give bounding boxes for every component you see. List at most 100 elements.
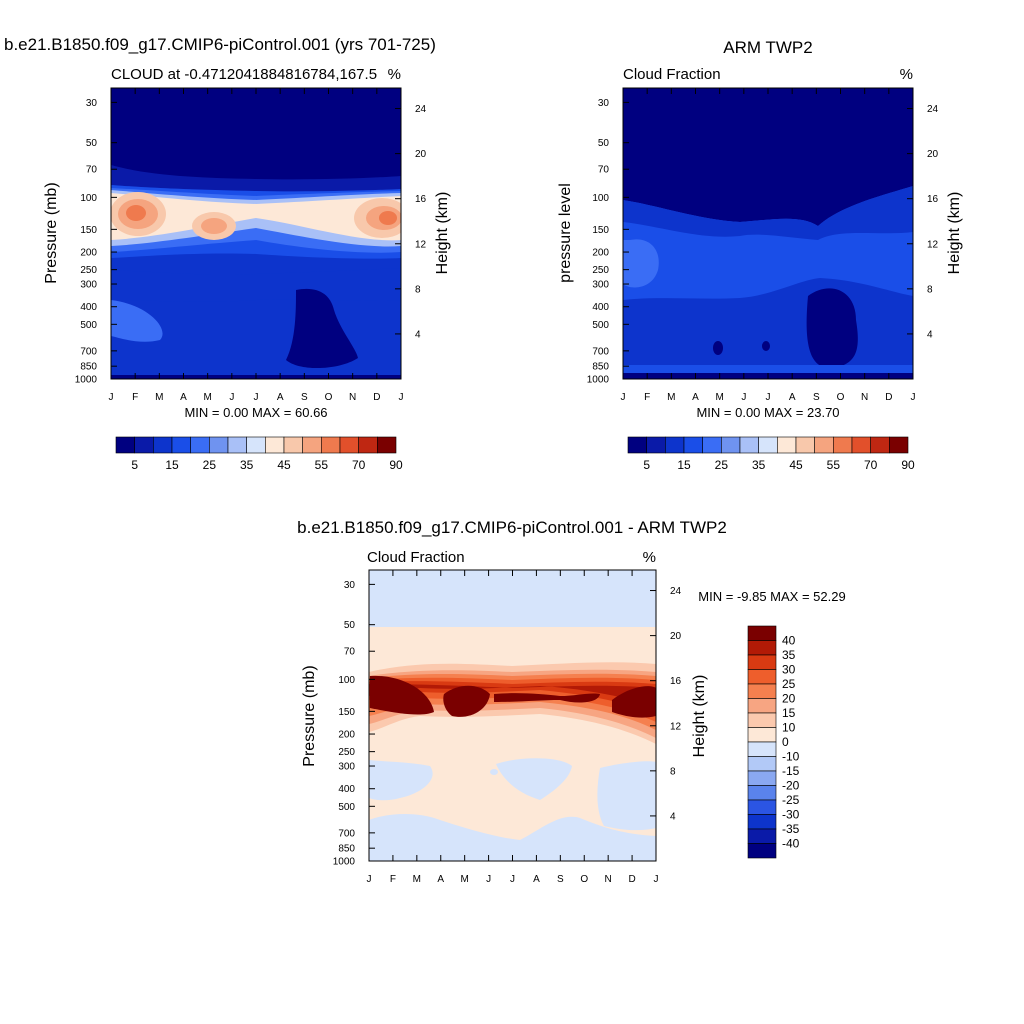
colorbar-swatch (190, 436, 210, 454)
colorbar-tick-label: 90 (389, 458, 403, 472)
blob-mid-left (111, 300, 163, 342)
panel-model-axes: 30 50 70 100 150 200 250 300 400 500 700 850 1000 24 2… (75, 88, 427, 403)
colorbar-tick-label: -35 (782, 822, 800, 836)
xtick-label: A (789, 392, 796, 403)
colorbar-tick-label: 45 (277, 458, 291, 472)
ytick-label-height: 16 (670, 676, 682, 687)
colorbar-swatch (747, 785, 777, 801)
band-mid (111, 268, 401, 302)
colorbar-swatch (358, 436, 378, 454)
colorbar-swatch (747, 698, 777, 714)
colorbar-tick-label: -15 (782, 764, 800, 778)
ytick-label-pressure: 200 (80, 248, 97, 259)
colorbar-swatch (814, 436, 834, 454)
ytick-label-height: 24 (670, 586, 682, 597)
colorbar-swatch (153, 436, 173, 454)
ytick-label-height: 8 (927, 284, 933, 295)
ytick-label-pressure: 150 (338, 707, 355, 718)
obs-lowband (623, 365, 913, 373)
panel-model-minmax: MIN = 0.00 MAX = 60.66 (184, 405, 327, 420)
colorbar-swatch (747, 756, 777, 772)
colorbar-swatch (747, 712, 777, 728)
ytick-label-pressure: 100 (338, 675, 355, 686)
ytick-label-height: 20 (670, 631, 682, 642)
panel-obs-colorbar: 5 15 25 35 45 55 70 90 (627, 436, 915, 472)
colorbar-tick-label: 5 (643, 458, 650, 472)
xtick-label: M (667, 392, 675, 403)
ytick-label-pressure: 100 (80, 193, 97, 204)
panel-diff-axes: 30 50 70 100 150 200 250 300 400 500 700 850 1000 24 2… (333, 570, 682, 885)
ytick-label-pressure: 300 (80, 280, 97, 291)
xtick-label: N (861, 392, 868, 403)
xtick-label: N (605, 874, 612, 885)
colorbar-swatch (747, 727, 777, 743)
ytick-label-pressure: 70 (344, 647, 356, 658)
colorbar-swatch (833, 436, 853, 454)
ytick-label-height: 12 (927, 239, 939, 250)
ytick-label-pressure: 1000 (587, 375, 610, 386)
xtick-label: J (399, 392, 404, 403)
colorbar-swatch (339, 436, 359, 454)
colorbar-swatch (665, 436, 685, 454)
xtick-label: J (911, 392, 916, 403)
colorbar-swatch (747, 654, 777, 670)
panel-obs-left-label: Cloud Fraction (623, 66, 721, 83)
panel-obs-units: % (900, 66, 913, 83)
obs-strat (623, 88, 913, 226)
band-tropopause (111, 165, 401, 192)
colorbar-tick-label: 35 (240, 458, 254, 472)
colorbar-swatch (889, 436, 909, 454)
colorbar-tick-label: 90 (901, 458, 915, 472)
colorbar-tick-label: 70 (352, 458, 366, 472)
ytick-label-pressure: 700 (592, 346, 609, 357)
colorbar-swatch (747, 843, 777, 859)
colorbar-swatch (246, 436, 266, 454)
panel-obs-field (623, 88, 913, 379)
ytick-label-height: 16 (415, 194, 427, 205)
xtick-label: A (437, 874, 444, 885)
obs-dry-small2 (762, 341, 770, 351)
colorbar-tick-label: 45 (789, 458, 803, 472)
panel-model: b.e21.B1850.f09_g17.CMIP6-piControl.001 … (4, 35, 451, 472)
obs-dry (806, 288, 858, 368)
ytick-label-pressure: 200 (592, 248, 609, 259)
diff-neg-low (369, 814, 656, 861)
blob-dec-3 (379, 211, 397, 225)
diff-neg-1 (369, 760, 433, 801)
xtick-label: A (180, 392, 187, 403)
colorbar-tick-label: 25 (203, 458, 217, 472)
ytick-label-pressure: 250 (338, 747, 355, 758)
xtick-label: S (301, 392, 308, 403)
diff-c6 (369, 684, 656, 706)
xtick-label: A (277, 392, 284, 403)
ytick-label-pressure: 500 (592, 320, 609, 331)
colorbar-swatch (115, 436, 135, 454)
ytick-label-height: 4 (415, 329, 421, 340)
colorbar-swatch (377, 436, 397, 454)
xtick-label: J (741, 392, 746, 403)
colorbar-swatch (870, 436, 890, 454)
xtick-label: J (254, 392, 259, 403)
ytick-label-pressure: 700 (80, 346, 97, 357)
xtick-label: F (132, 392, 138, 403)
panel-model-ylabel-right: Height (km) (434, 192, 451, 275)
xtick-label: J (367, 874, 372, 885)
ytick-label-pressure: 500 (338, 802, 355, 813)
colorbar-tick-label: 10 (782, 721, 796, 735)
xtick-label: D (373, 392, 380, 403)
colorbar-tick-label: 35 (752, 458, 766, 472)
ytick-label-height: 24 (415, 104, 427, 115)
ytick-label-pressure: 50 (86, 138, 98, 149)
panel-diff-ylabel: Pressure (mb) (301, 665, 318, 766)
ytick-label-height: 20 (415, 149, 427, 160)
ytick-label-height: 8 (670, 766, 676, 777)
xtick-label: O (325, 392, 333, 403)
colorbar-swatch (227, 436, 247, 454)
colorbar-swatch (747, 625, 777, 641)
obs-blob-feb (623, 239, 659, 288)
ytick-label-pressure: 250 (80, 265, 97, 276)
colorbar-tick-label: 25 (782, 677, 796, 691)
colorbar-tick-label: 5 (131, 458, 138, 472)
